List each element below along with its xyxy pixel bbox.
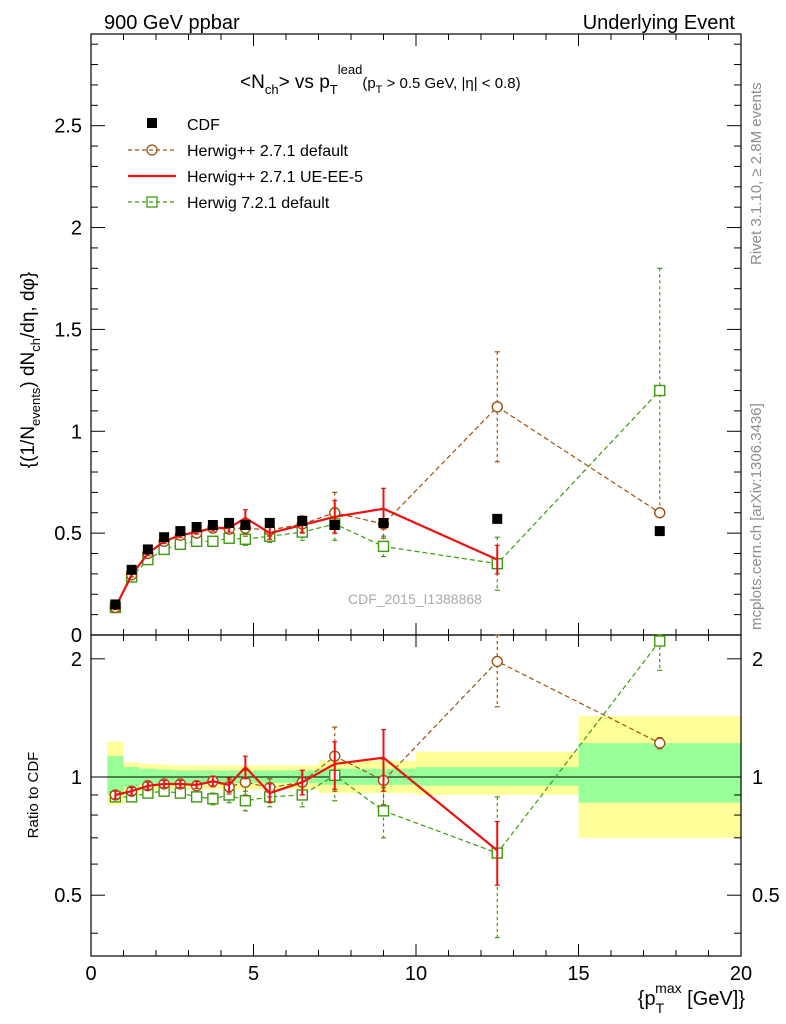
- h271-main-point: [654, 507, 666, 519]
- x-tick-label: 0: [85, 963, 96, 985]
- ratio-y-tick-label-right: 1: [752, 767, 763, 789]
- h271-ratio-point: [654, 737, 666, 749]
- h721-main-point: [377, 540, 390, 553]
- legend-marker-h721: [146, 196, 158, 208]
- h721-main-point: [207, 535, 219, 547]
- y-tick-label: 2.5: [54, 116, 82, 138]
- cdf-data-point: [240, 519, 251, 530]
- h721-ratio-line: [115, 640, 661, 854]
- cdf-data-point: [654, 526, 665, 537]
- cdf-data-point: [142, 544, 153, 555]
- cdf-data-point: [224, 517, 235, 528]
- h721-main-line: [114, 390, 661, 608]
- rivet-label: Rivet 3.1.10, ≥ 2.8M events: [748, 83, 765, 266]
- x-tick-label: 10: [405, 963, 427, 985]
- ratio-y-tick-label-right: 2: [752, 649, 763, 671]
- h721-ratio-point: [190, 791, 203, 803]
- legend-label-h721: Herwig 7.2.1 default: [187, 195, 330, 212]
- x-tick-label: 5: [248, 963, 259, 985]
- cdf-data-point: [264, 517, 275, 528]
- cdf-data-point: [207, 519, 218, 530]
- cdf-data-point: [159, 532, 170, 543]
- main-title: <Nch> vs pTlead(pT > 0.5 GeV, |η| < 0.8): [240, 62, 521, 97]
- x-tick-label: 20: [730, 963, 752, 985]
- main-ylabel: {(1/Nevents) dNch/dη, dφ}: [18, 272, 43, 468]
- legend-label-ueee5: Herwig++ 2.7.1 UE-EE-5: [187, 169, 363, 186]
- x-tick-label: 15: [567, 963, 589, 985]
- ratio-y-tick-label: 0.5: [54, 885, 82, 907]
- analysis-id: CDF_2015_I1388868: [348, 591, 482, 607]
- ratio-y-tick-label: 1: [71, 767, 82, 789]
- y-tick-label: 0.5: [54, 523, 82, 545]
- h271-main-point: [491, 401, 503, 413]
- y-tick-label: 2: [71, 218, 82, 240]
- band-inner: [107, 756, 124, 795]
- cdf-data-point: [297, 515, 308, 526]
- h721-ratio-point: [239, 795, 252, 807]
- band-inner: [416, 767, 579, 786]
- cdf-data-point: [378, 517, 389, 528]
- mcplots-label: mcplots.cern.ch [arXiv:1306.3436]: [748, 403, 765, 630]
- h721-ratio-point: [207, 793, 219, 805]
- band-inner: [578, 743, 741, 803]
- legend-marker-cdf: [147, 118, 157, 128]
- ratio-y-tick-label: 2: [71, 649, 82, 671]
- y-tick-label: 1.5: [54, 319, 82, 341]
- legend-marker-h271: [146, 144, 158, 156]
- h271-main-line: [114, 406, 661, 608]
- cdf-data-point: [329, 519, 340, 530]
- y-tick-label: 0: [71, 625, 82, 647]
- header-left: 900 GeV ppbar: [104, 12, 240, 34]
- ratio-y-tick-label-right: 0.5: [752, 885, 780, 907]
- cdf-data-point: [126, 564, 137, 575]
- cdf-data-point: [492, 513, 503, 524]
- h271-ratio-point: [491, 655, 503, 668]
- legend-label-cdf: CDF: [187, 117, 220, 134]
- ueee5-ratio-line: [115, 756, 498, 852]
- cdf-data-point: [191, 522, 202, 533]
- ratio-ylabel: Ratio to CDF: [25, 752, 42, 839]
- y-tick-label: 1: [71, 421, 82, 443]
- legend: CDF Herwig++ 2.7.1 default Herwig++ 2.7.…: [128, 117, 363, 212]
- h721-ratio-point: [654, 635, 666, 647]
- x-axis-label: {pTmax [GeV]}: [638, 980, 746, 1016]
- h721-ratio-point: [377, 805, 390, 817]
- cdf-data-point: [175, 526, 186, 537]
- cdf-data-point: [110, 599, 121, 610]
- legend-label-h271: Herwig++ 2.7.1 default: [187, 143, 349, 160]
- h721-main-point: [654, 384, 666, 397]
- header-right: Underlying Event: [583, 12, 736, 34]
